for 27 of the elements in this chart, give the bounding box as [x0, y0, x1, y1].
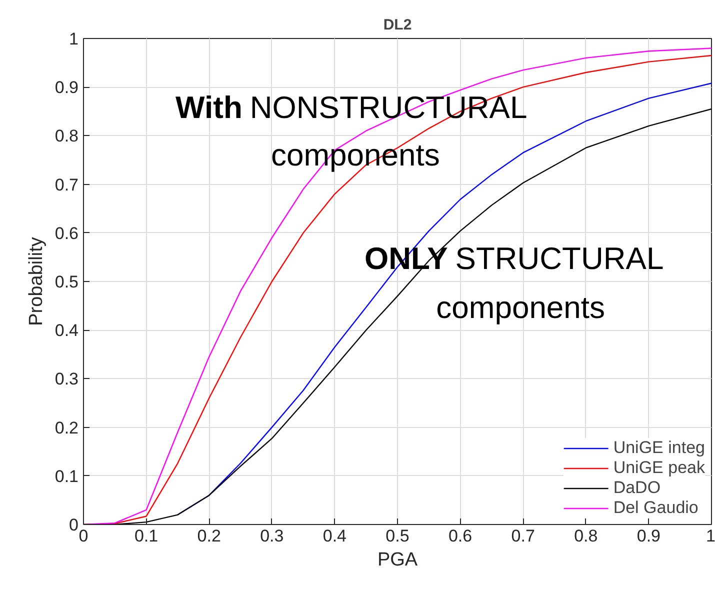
- chart-title: DL2: [383, 16, 412, 34]
- x-tick-label: 0.5: [386, 526, 410, 546]
- legend-label: Del Gaudio: [613, 498, 698, 518]
- x-tick-label: 0.8: [574, 526, 598, 546]
- y-tick-label: 0.5: [54, 272, 79, 292]
- y-axis-title: Probability: [26, 236, 47, 326]
- y-tick-label: 0.8: [54, 126, 79, 146]
- legend-label: DaDO: [613, 478, 661, 498]
- x-tick-label: 0.2: [197, 526, 221, 546]
- y-tick-label: 0.4: [54, 321, 79, 340]
- y-tick-label: 0.1: [54, 466, 79, 486]
- y-tick-label: 0.7: [54, 175, 79, 194]
- legend-label: UniGE peak: [613, 458, 705, 478]
- legend-label: UniGE integ: [613, 438, 705, 458]
- x-tick-label: 0.3: [260, 526, 284, 546]
- y-tick-label: 0.2: [54, 418, 79, 438]
- y-tick-label: 0.6: [54, 224, 79, 243]
- x-tick-label: 0.6: [448, 526, 472, 546]
- x-tick-label: 0.1: [134, 526, 158, 546]
- x-tick-label: 1: [706, 526, 715, 546]
- y-tick-label: 1: [69, 30, 79, 48]
- x-tick-label: 0.4: [322, 526, 347, 546]
- y-tick-label: 0.3: [54, 370, 79, 389]
- x-axis-title: PGA: [377, 550, 418, 570]
- y-tick-label: 0.9: [54, 78, 79, 98]
- x-tick-label: 0.7: [511, 526, 535, 546]
- x-tick-label: 0.9: [636, 526, 661, 546]
